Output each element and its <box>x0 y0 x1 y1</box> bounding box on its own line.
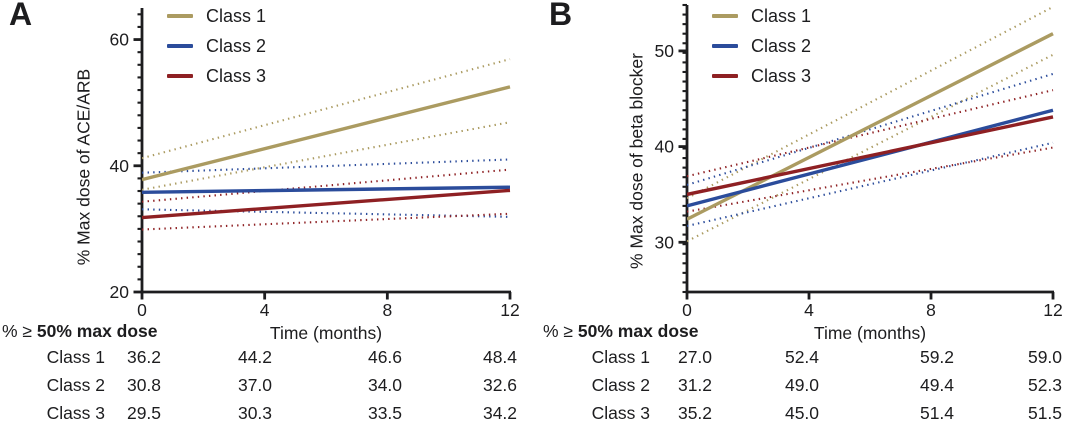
legend-item-class-3: Class 3 <box>712 61 811 91</box>
trend-line-class-2 <box>687 108 1054 208</box>
x-tick-label: 0 <box>682 300 692 320</box>
legend-label: Class 3 <box>206 65 267 86</box>
trend-line-class-1 <box>142 85 511 182</box>
legend-swatch <box>167 44 193 48</box>
legend-label: Class 1 <box>206 5 267 26</box>
ci-upper-class-3 <box>142 168 511 203</box>
table-cell: 30.8 <box>126 375 162 395</box>
table-cell: 32.6 <box>482 375 518 395</box>
table-cell: 44.2 <box>237 347 273 367</box>
ci-upper-class-3 <box>687 89 1054 178</box>
table-cell: 35.2 <box>677 403 713 423</box>
y-tick-label: 60 <box>110 30 130 50</box>
y-tick-label: 40 <box>655 137 675 157</box>
table-header-b-bold: 50% max dose <box>577 321 699 341</box>
table-row-label-class-1: Class 1 <box>46 347 105 367</box>
legend-swatch <box>167 14 193 18</box>
legend-item-class-1: Class 1 <box>712 1 811 31</box>
y-tick-label: 40 <box>110 156 130 176</box>
table-row-label-class-2: Class 2 <box>46 375 105 395</box>
legend-item-class-2: Class 2 <box>712 31 811 61</box>
ci-lower-class-1 <box>142 121 511 191</box>
table-cell: 59.2 <box>919 347 955 367</box>
table-header-b-prefix: % ≥ <box>543 321 574 341</box>
table-cell: 52.3 <box>1027 375 1063 395</box>
panel-label-a: A <box>9 0 33 32</box>
table-cell: 46.6 <box>367 347 403 367</box>
table-cell: 27.0 <box>677 347 713 367</box>
table-cell: 34.0 <box>367 375 403 395</box>
legend-label: Class 2 <box>206 35 267 56</box>
table-cell: 59.0 <box>1027 347 1063 367</box>
table-row-label-class-3: Class 3 <box>591 403 650 423</box>
table-cell: 34.2 <box>482 403 518 423</box>
x-axis-title-a: Time (months) <box>269 323 383 343</box>
table-row-label-class-3: Class 3 <box>46 403 105 423</box>
legend-swatch <box>712 44 738 48</box>
table-row-label-class-1: Class 1 <box>591 347 650 367</box>
y-axis-title-b: % Max dose of beta blocker <box>626 53 647 269</box>
x-tick-label: 4 <box>260 300 270 320</box>
y-tick-label: 50 <box>655 41 675 61</box>
table-cell: 48.4 <box>482 347 518 367</box>
ci-lower-class-2 <box>687 141 1054 228</box>
table-header-a-bold: 50% max dose <box>36 321 158 341</box>
x-tick-label: 0 <box>137 300 147 320</box>
x-tick-label: 8 <box>926 300 936 320</box>
x-tick-label: 12 <box>500 300 519 320</box>
table-header-a-prefix: % ≥ <box>2 321 33 341</box>
plot-area-a <box>142 58 511 231</box>
x-tick-label: 4 <box>804 300 814 320</box>
table-cell: 37.0 <box>237 375 273 395</box>
table-header-a: % ≥ 50% max dose <box>2 321 158 342</box>
table-header-b: % ≥ 50% max dose <box>543 321 699 342</box>
table-cell: 49.0 <box>784 375 820 395</box>
trend-line-class-3 <box>142 188 511 220</box>
y-tick-label: 20 <box>110 282 130 302</box>
legend-item-class-2: Class 2 <box>167 31 266 61</box>
x-tick-label: 8 <box>382 300 392 320</box>
trend-line-class-3 <box>687 115 1054 197</box>
x-tick-label: 12 <box>1043 300 1062 320</box>
x-axis-title-b: Time (months) <box>813 323 927 343</box>
legend-label: Class 2 <box>751 35 812 56</box>
legend-swatch <box>167 74 193 78</box>
legend-swatch <box>712 74 738 78</box>
panel-label-b: B <box>549 0 573 32</box>
table-row-label-class-2: Class 2 <box>591 375 650 395</box>
ci-lower-class-3 <box>142 212 511 231</box>
trend-line-class-2 <box>142 185 511 194</box>
plot-area-b <box>687 5 1054 243</box>
legend-label: Class 3 <box>751 65 812 86</box>
table-cell: 31.2 <box>677 375 713 395</box>
charts-canvas: 20 40 60 0 4 8 12 30 40 50 0 4 8 12 <box>110 3 1063 320</box>
table-cell: 45.0 <box>784 403 820 423</box>
ci-lower-class-3 <box>687 146 1054 213</box>
legend-b: Class 1 Class 2 Class 3 <box>712 1 811 91</box>
table-cell: 51.4 <box>919 403 955 423</box>
legend-label: Class 1 <box>751 5 812 26</box>
table-cell: 51.5 <box>1027 403 1063 423</box>
table-cell: 49.4 <box>919 375 955 395</box>
table-cell: 29.5 <box>126 403 162 423</box>
legend-a: Class 1 Class 2 Class 3 <box>167 1 266 91</box>
y-tick-label: 30 <box>655 232 675 252</box>
table-cell: 52.4 <box>784 347 820 367</box>
table-cell: 30.3 <box>237 403 273 423</box>
legend-item-class-3: Class 3 <box>167 61 266 91</box>
table-cell: 33.5 <box>367 403 403 423</box>
legend-item-class-1: Class 1 <box>167 1 266 31</box>
ci-upper-class-2 <box>687 72 1054 186</box>
ci-lower-class-1 <box>687 53 1054 243</box>
ci-upper-class-1 <box>142 58 511 160</box>
legend-swatch <box>712 14 738 18</box>
table-cell: 36.2 <box>126 347 162 367</box>
y-axis-title-a: % Max dose of ACE/ARB <box>73 68 94 266</box>
